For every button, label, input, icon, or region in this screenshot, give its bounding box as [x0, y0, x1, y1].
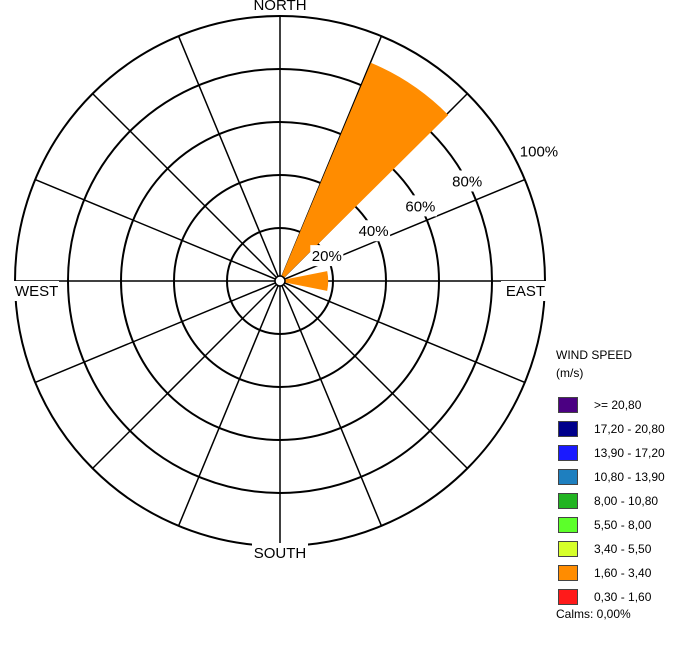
compass-bg-south	[252, 543, 308, 563]
calms-label: Calms: 0,00%	[556, 607, 631, 621]
legend-swatch	[558, 397, 578, 413]
compass-bg-west	[13, 281, 59, 301]
spoke-15	[177, 35, 281, 282]
legend-item: 10,80 - 13,90	[556, 465, 684, 489]
ring-labels: 20% 40% 60% 80% 100%	[310, 140, 560, 267]
legend-label: 3,40 - 5,50	[594, 542, 652, 556]
legend-label: 8,00 - 10,80	[594, 494, 659, 508]
legend-item: 17,20 - 20,80	[556, 417, 684, 441]
spoke-9	[177, 280, 281, 527]
legend-item: 0,30 - 1,60	[556, 585, 684, 609]
legend-title: WIND SPEED	[556, 348, 633, 362]
spoke-13	[34, 178, 281, 282]
legend-item: >= 20,80	[556, 393, 684, 417]
ring-label-0: 20%	[312, 248, 342, 265]
ring-label-bg-2	[403, 195, 437, 217]
ring-label-1: 40%	[359, 223, 389, 240]
ring-label-bg-3	[450, 170, 484, 192]
legend-swatch	[558, 493, 578, 509]
petal-1	[279, 271, 329, 291]
legend-swatch	[558, 517, 578, 533]
legend-label: 1,60 - 3,40	[594, 566, 652, 580]
legend-swatch	[558, 421, 578, 437]
legend-item: 5,50 - 8,00	[556, 513, 684, 537]
compass-bg-east	[501, 281, 547, 301]
ring-label-2: 60%	[405, 198, 435, 215]
compass-label-west: WEST	[15, 283, 58, 300]
compass-label-east: EAST	[506, 283, 545, 300]
ring-label-4: 100%	[520, 144, 558, 161]
ring-label-3: 80%	[452, 173, 482, 190]
legend-swatch	[558, 565, 578, 581]
direction-spokes	[15, 16, 545, 546]
legend-swatch	[558, 469, 578, 485]
legend-label: 13,90 - 17,20	[594, 446, 665, 460]
legend-label: 5,50 - 8,00	[594, 518, 652, 532]
ring-label-bg-1	[357, 220, 391, 242]
spoke-14	[92, 93, 281, 282]
legend-label: 10,80 - 13,90	[594, 470, 665, 484]
legend-unit: (m/s)	[556, 366, 584, 380]
wind-petals	[274, 62, 449, 291]
legend-item: 8,00 - 10,80	[556, 489, 684, 513]
legend-item: 1,60 - 3,40	[556, 561, 684, 585]
ring-label-bg-4	[517, 140, 560, 162]
legend-item: 3,40 - 5,50	[556, 537, 684, 561]
legend-swatch	[558, 541, 578, 557]
compass-labels: NORTH EAST SOUTH WEST	[13, 0, 547, 563]
spoke-6	[279, 280, 468, 469]
ring-label-bg-0	[310, 245, 344, 267]
legend-items: >= 20,80 17,20 - 20,80 13,90 - 17,20 10,80 …	[556, 393, 684, 609]
spoke-10	[92, 280, 281, 469]
legend-swatch	[558, 445, 578, 461]
wind-speed-legend: WIND SPEED (m/s) >= 20,80 17,20 - 20,80 13…	[556, 346, 684, 621]
compass-label-south: SOUTH	[254, 545, 307, 562]
legend-swatch	[558, 589, 578, 605]
legend-label: 0,30 - 1,60	[594, 590, 652, 604]
compass-bg-north	[252, 0, 308, 15]
center-hub	[274, 275, 286, 287]
spoke-5	[279, 280, 526, 384]
petal-0	[279, 62, 449, 282]
legend-label: >= 20,80	[594, 398, 642, 412]
spoke-7	[279, 280, 383, 527]
spoke-11	[34, 280, 281, 384]
legend-label: 17,20 - 20,80	[594, 422, 665, 436]
compass-label-north: NORTH	[253, 0, 306, 14]
legend-item: 13,90 - 17,20	[556, 441, 684, 465]
